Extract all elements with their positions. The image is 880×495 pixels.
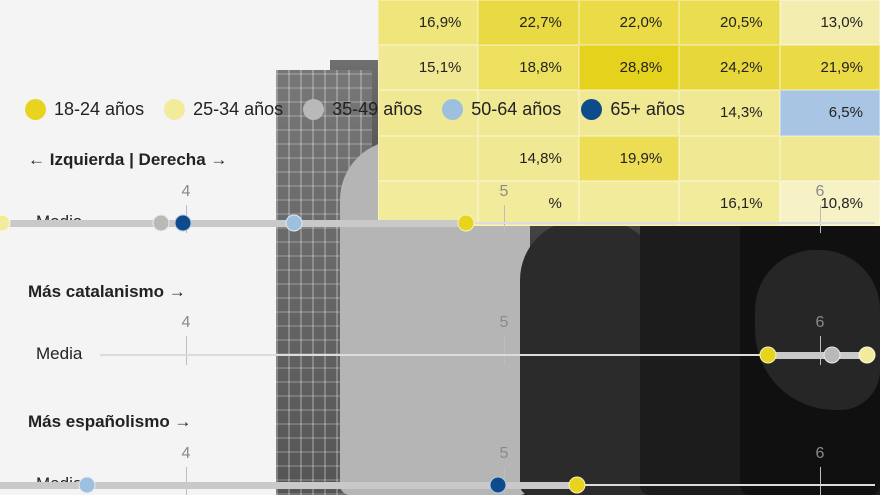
- tick-line: [820, 205, 821, 233]
- heatmap-cell: %: [478, 180, 579, 226]
- tick-line: [186, 336, 187, 365]
- tick-label: 6: [815, 445, 825, 462]
- heatmap-cell: 18,8%: [478, 45, 579, 91]
- heatmap-cell: 13,0%: [779, 0, 880, 46]
- tick-label: 4: [181, 314, 191, 331]
- person-image: [520, 220, 660, 495]
- tick-label: 5: [499, 183, 509, 200]
- heatmap-cell: 28,8%: [578, 45, 680, 91]
- legend-label: 65+ años: [610, 99, 685, 119]
- data-point: [285, 214, 303, 232]
- axis-line: [100, 354, 875, 356]
- data-point: [457, 214, 475, 232]
- data-point: [759, 346, 777, 364]
- legend-label: 35-49 años: [332, 99, 423, 119]
- legend-item: 25-34 años: [164, 99, 283, 120]
- tick-label: 5: [499, 314, 509, 331]
- legend: 18-24 años 25-34 años 35-49 años 50-64 años…: [25, 99, 705, 120]
- legend-label: 18-24 años: [54, 99, 145, 119]
- tick-label: 6: [815, 314, 825, 331]
- tick-label: 6: [815, 183, 825, 200]
- data-point: [0, 214, 11, 232]
- heatmap-cell: 20,5%: [679, 0, 780, 46]
- tick-line: [820, 336, 821, 365]
- tick-line: [820, 467, 821, 495]
- heatmap-cell: 14,3%: [679, 90, 780, 136]
- legend-swatch: [303, 99, 325, 120]
- heatmap-cell: 16,9%: [378, 0, 479, 46]
- heatmap-cell: 10,8%: [779, 180, 880, 226]
- heatmap-cell: [679, 135, 780, 181]
- legend-swatch: [581, 99, 603, 120]
- legend-label: 50-64 años: [471, 99, 562, 119]
- heatmap-cell: 24,2%: [679, 45, 780, 91]
- heatmap-cell: 19,9%: [578, 135, 680, 181]
- heatmap-cell: [578, 180, 680, 226]
- dog-image: [755, 250, 880, 410]
- heatmap-cell: 22,7%: [478, 0, 579, 46]
- legend-item: 18-24 años: [25, 99, 144, 120]
- tick-line: [504, 336, 505, 365]
- heatmap-cell: 16,1%: [679, 180, 780, 226]
- data-point: [489, 476, 507, 494]
- heatmap-cell: 15,1%: [378, 45, 479, 91]
- data-point: [858, 346, 876, 364]
- chart-title: Más españolismo →: [28, 412, 192, 431]
- tick-label: 4: [181, 445, 191, 462]
- chart-title: ← Izquierda | Derecha →: [28, 150, 228, 169]
- data-point: [174, 214, 192, 232]
- tick-label: 5: [499, 445, 509, 462]
- data-point: [568, 476, 586, 494]
- heatmap-cell: [378, 135, 479, 181]
- tick-line: [504, 205, 505, 233]
- tick-label: 4: [181, 183, 191, 200]
- range-bar: [0, 481, 578, 489]
- legend-swatch: [25, 99, 46, 120]
- percentage-heatmap-table: 16,9% 22,7% 22,0% 20,5% 13,0% 15,1% 18,8% 28,8%…: [378, 0, 880, 226]
- heatmap-cell: 21,9%: [779, 45, 880, 91]
- row-label: Media: [36, 344, 83, 363]
- legend-item: 35-49 años: [303, 99, 422, 120]
- heatmap-cell: [478, 90, 579, 136]
- legend-label: 25-34 años: [193, 99, 284, 119]
- legend-item: 50-64 años: [442, 99, 561, 120]
- legend-item: 65+ años: [581, 99, 685, 120]
- chart-title: Más catalanismo →: [28, 282, 186, 301]
- legend-swatch: [442, 99, 464, 120]
- axis-line: [100, 222, 875, 224]
- tick-line: [186, 467, 187, 495]
- range-bar: [1, 219, 466, 227]
- legend-swatch: [164, 99, 186, 120]
- data-point: [152, 214, 170, 232]
- heatmap-cell: 6,5%: [779, 90, 880, 136]
- range-bar: [767, 351, 867, 359]
- heatmap-cell: 14,8%: [478, 135, 579, 181]
- data-point: [78, 476, 96, 494]
- heatmap-cell: 22,0%: [578, 0, 680, 46]
- heatmap-cell: [779, 135, 880, 181]
- data-point: [823, 346, 841, 364]
